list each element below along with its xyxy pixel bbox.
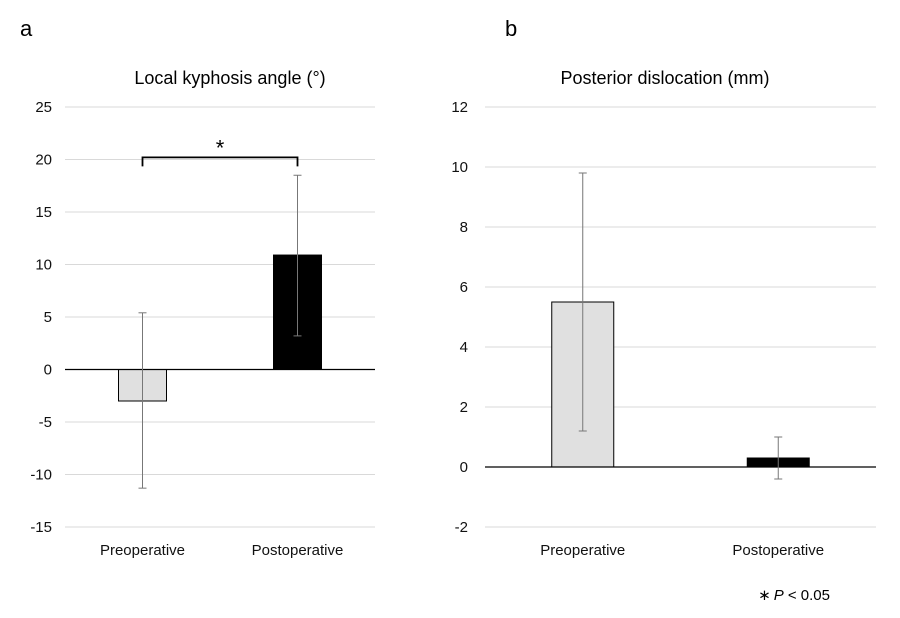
x-category-label: Preoperative (540, 542, 625, 559)
x-category-label: Preoperative (100, 542, 185, 559)
y-tick-label: 6 (460, 279, 468, 296)
y-tick-label: 10 (451, 159, 468, 176)
panel-b: b Posterior dislocation (mm) -2 0 2 4 6 8 10 12… (451, 16, 876, 559)
y-tick-label: 5 (44, 309, 52, 326)
y-tick-label: 0 (44, 362, 52, 379)
significance-bracket (141, 156, 299, 167)
significance-star: * (216, 135, 225, 160)
chart-title-a: Local kyphosis angle (°) (134, 68, 325, 88)
y-tick-label: 2 (460, 399, 468, 416)
y-tick-label: -2 (455, 519, 468, 536)
significance-footnote: ∗ P < 0.05 (758, 587, 830, 604)
y-tick-label: 15 (35, 204, 52, 221)
chart-b-body: -2 0 2 4 6 8 10 12 Preoperative Postoperative (451, 99, 876, 559)
y-tick-label: -15 (30, 519, 52, 536)
chart-title-b: Posterior dislocation (mm) (560, 68, 769, 88)
y-tick-label: 10 (35, 257, 52, 274)
panel-letter-b: b (505, 16, 517, 41)
y-tick-label: 25 (35, 99, 52, 116)
panel-letter-a: a (20, 16, 33, 41)
y-tick-label: 8 (460, 219, 468, 236)
footnote-p: P (774, 587, 784, 604)
x-category-label: Postoperative (732, 542, 824, 559)
y-tick-label: 20 (35, 152, 52, 169)
footnote-text: < 0.05 (784, 587, 830, 604)
y-tick-label: 0 (460, 459, 468, 476)
y-tick-label: -10 (30, 467, 52, 484)
footnote-symbol: ∗ (758, 587, 771, 604)
y-tick-label: 12 (451, 99, 468, 116)
chart-a-body: -15 -10 -5 0 5 10 15 20 25 Preoperative Postoperat… (30, 99, 375, 559)
y-tick-label: 4 (460, 339, 468, 356)
y-tick-label: -5 (39, 414, 52, 431)
panel-a: a Local kyphosis angle (°) -15 -10 -5 0 5 10 1… (20, 16, 375, 559)
x-category-label: Postoperative (252, 542, 344, 559)
